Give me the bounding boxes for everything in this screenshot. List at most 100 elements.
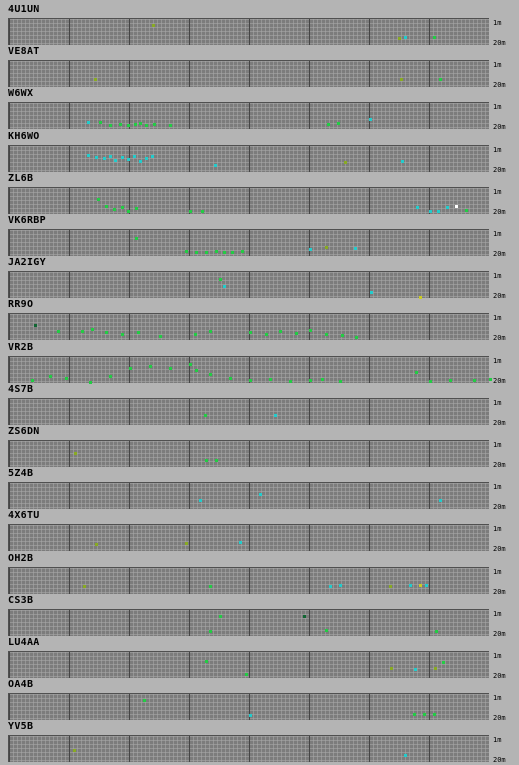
band-label-bottom: 20m	[493, 545, 506, 554]
reception-grid	[8, 313, 489, 341]
reception-grid	[8, 735, 489, 763]
reception-spot	[129, 366, 132, 370]
reception-spot	[214, 163, 217, 167]
reception-spot	[81, 330, 84, 334]
station-row: OH2B 1m 20m	[0, 552, 519, 596]
station-row: VE8AT 1m 20m	[0, 46, 519, 90]
reception-spot	[194, 333, 197, 337]
station-row: YV5B 1m 20m	[0, 721, 519, 765]
station-callsign: 5Z4B	[8, 468, 34, 480]
band-label-bottom: 20m	[493, 756, 506, 765]
reception-spot	[109, 154, 112, 158]
reception-spot	[341, 334, 344, 338]
reception-spot	[99, 121, 102, 125]
reception-spot	[74, 452, 77, 455]
station-row: ZS6DN 1m 20m	[0, 426, 519, 469]
band-label-bottom: 20m	[493, 39, 506, 47]
reception-spot	[295, 332, 298, 336]
reception-spot	[209, 330, 212, 334]
station-row: 5Z4B 1m 20m	[0, 468, 519, 512]
band-label-top: 1m	[493, 314, 502, 323]
reception-spot	[201, 209, 204, 213]
reception-spot	[153, 123, 156, 127]
station-callsign: 4X6TU	[8, 510, 40, 522]
reception-spot	[434, 667, 437, 670]
reception-spot	[309, 248, 312, 251]
station-callsign: OH2B	[8, 552, 34, 564]
reception-spot	[205, 251, 208, 254]
reception-spot	[145, 156, 148, 160]
reception-spot	[309, 329, 312, 333]
reception-spot	[259, 493, 262, 497]
reception-spot	[185, 250, 188, 253]
station-row: RR9O 1m 20m	[0, 299, 519, 342]
station-callsign: VR2B	[8, 341, 34, 353]
station-callsign: 4S7B	[8, 383, 34, 395]
station-callsign: RR9O	[8, 299, 34, 311]
reception-grid	[8, 440, 489, 467]
reception-grid	[8, 482, 489, 510]
band-label-top: 1m	[493, 525, 502, 534]
reception-spot	[135, 206, 138, 210]
reception-grid	[8, 144, 489, 172]
reception-spot	[389, 584, 392, 588]
reception-spot	[57, 330, 60, 334]
reception-spot	[473, 378, 476, 382]
reception-grid	[8, 18, 489, 45]
reception-spot	[325, 333, 328, 337]
reception-spot	[274, 413, 277, 417]
reception-spot	[245, 673, 248, 676]
reception-spot	[419, 296, 422, 300]
reception-spot	[414, 668, 417, 671]
reception-spot	[105, 204, 108, 208]
reception-spot	[127, 157, 130, 161]
reception-spot	[215, 459, 218, 462]
reception-spot	[433, 713, 436, 717]
station-callsign: 4U1UN	[8, 4, 40, 15]
reception-spot	[209, 372, 212, 376]
reception-spot	[419, 583, 422, 587]
reception-spot	[159, 335, 162, 339]
reception-spot	[279, 330, 282, 334]
station-row: OA4B 1m 20m	[0, 679, 519, 722]
reception-spot	[205, 660, 208, 663]
reception-spot	[135, 237, 138, 240]
reception-spot	[109, 374, 112, 378]
reception-spot	[127, 209, 130, 213]
reception-spot	[87, 121, 90, 125]
reception-spot	[489, 377, 492, 381]
reception-spot	[143, 699, 146, 703]
reception-spot	[139, 159, 142, 163]
band-label-bottom: 20m	[493, 165, 506, 174]
reception-spot	[321, 377, 324, 381]
reception-spot	[223, 285, 226, 289]
band-label-top: 1m	[493, 103, 502, 112]
reception-spot	[195, 251, 198, 254]
reception-spot	[390, 667, 393, 670]
reception-spot	[437, 209, 440, 213]
reception-grid	[8, 608, 489, 636]
reception-spot	[435, 629, 438, 633]
reception-spot	[219, 614, 222, 618]
band-label-bottom: 20m	[493, 587, 506, 596]
reception-spot	[309, 378, 312, 382]
station-row: 4S7B 1m 20m	[0, 383, 519, 427]
station-row: KH6WO 1m 20m	[0, 131, 519, 174]
band-label-top: 1m	[493, 19, 502, 27]
band-label-top: 1m	[493, 736, 502, 745]
band-label-top: 1m	[493, 230, 502, 238]
station-callsign: LU4AA	[8, 637, 40, 648]
band-label-top: 1m	[493, 694, 502, 703]
reception-spot	[103, 156, 106, 160]
station-row: 4U1UN 1m 20m	[0, 4, 519, 47]
band-label-bottom: 20m	[493, 81, 506, 90]
reception-spot	[95, 543, 98, 547]
band-label-top: 1m	[493, 61, 502, 70]
reception-spot	[205, 459, 208, 462]
band-label-bottom: 20m	[493, 503, 506, 512]
reception-spot	[449, 378, 452, 382]
band-label-top: 1m	[493, 398, 502, 407]
reception-spot	[423, 713, 426, 717]
reception-spot	[413, 713, 416, 717]
reception-grid	[8, 102, 489, 130]
